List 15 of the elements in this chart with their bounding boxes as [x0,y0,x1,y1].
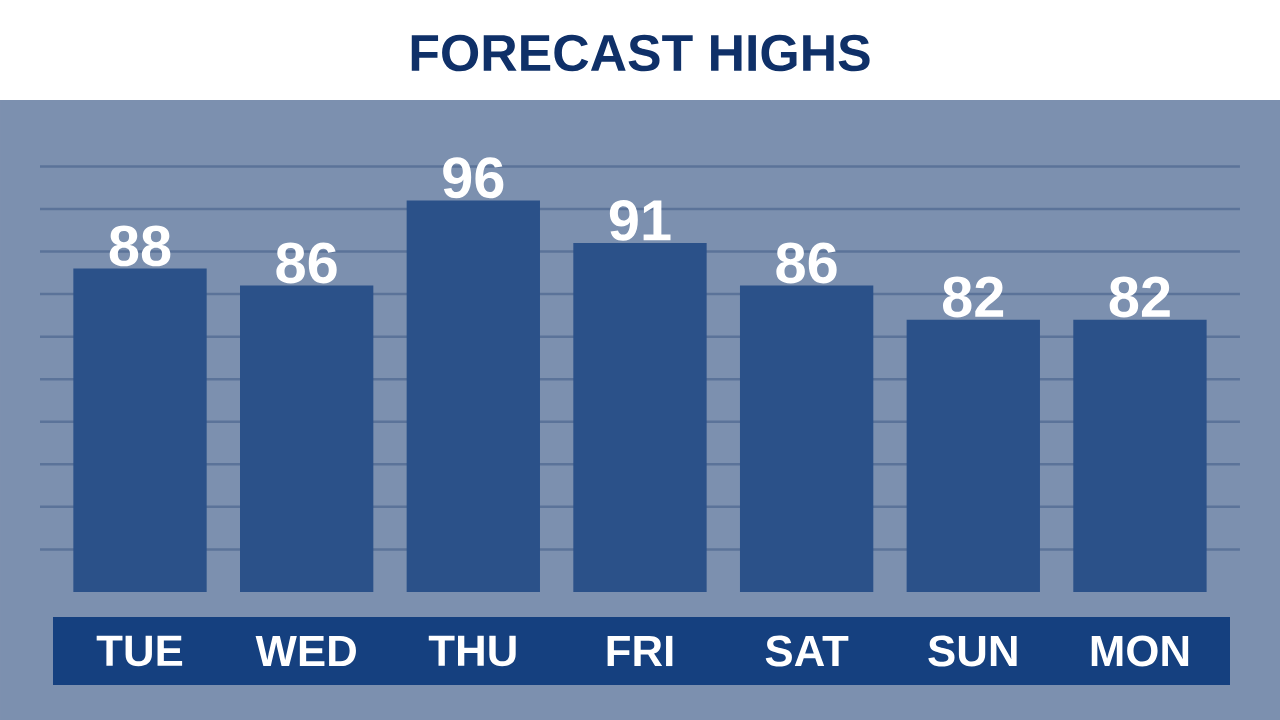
data-label: 91 [609,199,671,241]
data-label: 86 [276,242,337,284]
data-label: 82 [1109,276,1170,318]
x-tick-label: WED [255,635,356,667]
data-label: 82 [942,276,1004,318]
chart-title: FORECAST HIGHS [411,34,870,72]
x-tick-label: FRI [607,635,673,667]
x-tick-label: SUN [928,635,1017,667]
x-tick-label: THU [428,635,516,667]
x-tick-label: TUE [96,635,183,667]
x-tick-label: MON [1091,635,1189,667]
data-label: 86 [776,242,837,284]
data-label: 88 [109,225,171,267]
data-label: 96 [443,157,504,199]
x-tick-label: SAT [765,635,849,667]
